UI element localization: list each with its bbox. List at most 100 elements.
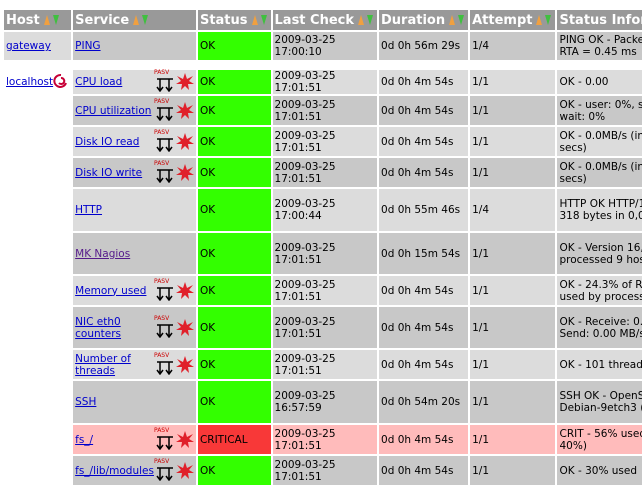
last-check-cell: 2009-03-25 17:01:51 <box>272 425 378 454</box>
passive-icon: PASV <box>153 159 176 185</box>
attempt-cell: 1/1 <box>470 276 556 305</box>
service-link[interactable]: CPU load <box>75 76 123 88</box>
sort-arrows[interactable] <box>535 14 553 26</box>
service-link[interactable]: Disk IO write <box>75 166 143 179</box>
attempt-cell: 1/1 <box>470 381 556 423</box>
status-cell: OK <box>197 32 271 60</box>
passive-arrows <box>156 78 173 92</box>
column-header[interactable]: Service <box>73 10 196 30</box>
service-row: gateway PING OK 2009-03-25 17:00:10 0d 0h 56… <box>4 32 642 60</box>
host-cell: gateway <box>4 32 72 60</box>
duration-cell: 0d 0h 4m 54s <box>379 350 469 379</box>
service-cell: Number of threads PASV <box>73 350 196 379</box>
service-row: Memory used PASV OK 2009-03-25 17:01:51 0d 0… <box>4 276 642 305</box>
splat <box>175 461 194 479</box>
column-header[interactable]: Last Check <box>272 10 378 30</box>
passive-arrows <box>156 106 173 121</box>
service-cell: NIC eth0 counters PASV <box>73 307 196 348</box>
duration-cell: 0d 0h 4m 54s <box>379 425 469 454</box>
sort-arrows[interactable] <box>448 14 466 26</box>
passive-label: PASV <box>153 97 170 105</box>
sort-arrows[interactable] <box>43 14 61 26</box>
status-info-cell: OK - 0.0MB/s (in last 156 secs) <box>557 158 642 187</box>
service-wrap: HTTP <box>75 204 194 216</box>
service-row: SSH OK 2009-03-25 16:57:59 0d 0h 54m 20s 1/1… <box>4 381 642 423</box>
service-link[interactable]: SSH <box>75 396 97 408</box>
passive-icon: PASV <box>153 351 176 377</box>
last-check-cell: 2009-03-25 17:01:51 <box>272 158 378 187</box>
service-link[interactable]: NIC eth0 counters <box>75 315 122 340</box>
sort-arrows[interactable] <box>132 14 150 26</box>
service-wrap: SSH <box>75 396 194 408</box>
service-row: MK Nagios OK 2009-03-25 17:01:51 0d 0h 15m … <box>4 233 642 274</box>
service-link[interactable]: MK Nagios <box>75 247 131 260</box>
status-cell: OK <box>197 350 271 379</box>
splat <box>175 430 194 448</box>
service-row: fs_/ PASV CRITICAL 2009-03-25 17:01:51 0d 0h… <box>4 425 642 454</box>
status-info-cell: OK - 0.00 <box>557 70 642 94</box>
host-link[interactable]: gateway <box>6 40 51 52</box>
service-wrap: Memory used PASV <box>75 277 194 303</box>
service-icons: PASV <box>154 458 194 483</box>
status-cell: OK <box>197 276 271 305</box>
last-check-cell: 2009-03-25 17:01:51 <box>272 96 378 125</box>
host-cell <box>4 233 72 274</box>
service-cell: Memory used PASV <box>73 276 196 305</box>
column-header[interactable]: Host <box>4 10 72 30</box>
passive-arrows <box>156 168 173 183</box>
passive-label: PASV <box>153 277 170 285</box>
passive-arrows <box>156 286 173 301</box>
notifications-disabled-icon <box>175 132 194 150</box>
service-row: Number of threads PASV OK 2009-03-25 17:01:… <box>4 350 642 379</box>
service-link[interactable]: Number of threads <box>75 352 131 377</box>
duration-cell: 0d 0h 4m 54s <box>379 307 469 348</box>
service-icons: PASV <box>154 129 194 154</box>
service-link[interactable]: HTTP <box>75 204 103 216</box>
service-cell: Disk IO read PASV <box>73 127 196 156</box>
column-header[interactable]: Attempt <box>470 10 556 30</box>
attempt-cell: 1/1 <box>470 127 556 156</box>
attempt-cell: 1/1 <box>470 96 556 125</box>
service-link[interactable]: PING <box>75 40 101 52</box>
last-check-cell: 2009-03-25 17:01:51 <box>272 307 378 348</box>
notifications-disabled-icon <box>175 163 194 181</box>
column-header[interactable]: Duration <box>379 10 469 30</box>
arrow-glyph <box>156 78 173 92</box>
service-link[interactable]: Memory used <box>75 284 147 297</box>
sort-arrows[interactable] <box>357 14 375 26</box>
last-check-cell: 2009-03-25 17:01:51 <box>272 127 378 156</box>
passive-arrows <box>156 435 173 450</box>
sort-arrows[interactable] <box>251 14 269 26</box>
table-body: gateway PING OK 2009-03-25 17:00:10 0d 0h 56… <box>4 32 642 485</box>
column-header[interactable]: Status Information <box>557 10 642 30</box>
service-link[interactable]: Disk IO read <box>75 135 140 148</box>
host-wrap: localhost <box>6 73 69 92</box>
passive-arrows <box>156 360 173 375</box>
arrow-glyph <box>156 137 173 152</box>
column-title: Status <box>199 12 248 28</box>
passive-arrows <box>156 323 173 338</box>
arrow-glyph <box>156 466 173 481</box>
arrow-glyph <box>156 360 173 375</box>
service-wrap: PING <box>75 40 194 52</box>
status-cell: OK <box>197 96 271 125</box>
service-link[interactable]: fs_/ <box>75 433 94 446</box>
passive-label: PASV <box>153 351 170 359</box>
column-header[interactable]: Status <box>197 10 271 30</box>
host-link[interactable]: localhost <box>6 76 54 88</box>
service-link[interactable]: CPU utilization <box>75 104 152 117</box>
attempt-cell: 1/4 <box>470 189 556 231</box>
service-wrap: MK Nagios <box>75 248 194 260</box>
host-cell <box>4 96 72 125</box>
service-row: Disk IO read PASV OK 2009-03-25 17:01:51 0d … <box>4 127 642 156</box>
service-link[interactable]: fs_/lib/modules <box>75 464 154 477</box>
service-wrap: fs_/lib/modules PASV <box>75 458 194 483</box>
status-info-cell: OK - 30% used <box>557 456 642 485</box>
splat <box>175 163 194 181</box>
column-title: Host <box>6 12 40 28</box>
service-cell: PING <box>73 32 196 60</box>
passive-label: PASV <box>153 159 170 167</box>
service-wrap: CPU load PASV <box>75 70 194 94</box>
service-icons: PASV <box>153 351 194 377</box>
notifications-disabled-icon <box>175 318 194 336</box>
